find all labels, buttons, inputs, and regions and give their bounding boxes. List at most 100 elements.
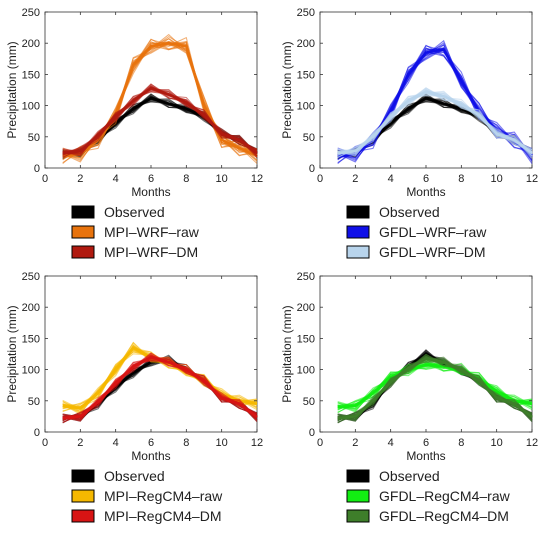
legend-label: Observed xyxy=(379,204,440,220)
x-tick-label: 8 xyxy=(458,437,464,449)
y-axis-label: Precipitation (mm) xyxy=(280,41,294,138)
x-tick-label: 6 xyxy=(148,437,154,449)
legend-label: MPI–WRF–DM xyxy=(104,244,198,260)
x-tick-label: 12 xyxy=(251,173,263,185)
y-axis-label: Precipitation (mm) xyxy=(5,41,19,138)
x-tick-label: 8 xyxy=(458,173,464,185)
y-tick-label: 250 xyxy=(297,7,315,19)
x-tick-label: 4 xyxy=(388,173,394,185)
y-tick-label: 100 xyxy=(297,101,315,113)
x-tick-label: 0 xyxy=(317,437,323,449)
chart-panel-4: 0 50 100 150 200 250 0 2 4 6 8 10 12 Months Precipitat… xyxy=(280,271,538,524)
chart-panel-1: 0 50 100 150 200 250 0 2 4 6 8 10 12 Months Precipitat… xyxy=(5,7,263,260)
ensemble-line xyxy=(62,358,258,422)
x-tick-label: 10 xyxy=(216,437,228,449)
y-tick-label: 50 xyxy=(303,396,315,408)
y-tick-label: 150 xyxy=(297,333,315,345)
legend-swatch xyxy=(346,489,370,503)
ensemble-line xyxy=(337,95,533,159)
y-tick-label: 0 xyxy=(34,163,40,175)
legend-label: Observed xyxy=(104,468,165,484)
series-3 xyxy=(62,352,258,424)
legend-label: MPI–RegCM4–raw xyxy=(104,488,223,504)
x-tick-label: 10 xyxy=(491,173,503,185)
ensemble-line xyxy=(62,94,258,158)
legend-swatch xyxy=(346,245,370,259)
ensemble-line xyxy=(62,360,258,424)
x-tick-label: 12 xyxy=(526,437,538,449)
x-tick-label: 8 xyxy=(183,437,189,449)
y-axis-label: Precipitation (mm) xyxy=(280,305,294,402)
y-tick-label: 50 xyxy=(303,132,315,144)
x-tick-label: 2 xyxy=(352,173,358,185)
legend-swatch xyxy=(346,205,370,219)
legend-swatch xyxy=(71,225,95,239)
y-tick-label: 200 xyxy=(297,302,315,314)
y-tick-label: 100 xyxy=(297,365,315,377)
ensemble-line xyxy=(62,361,258,423)
y-axis-label: Precipitation (mm) xyxy=(5,305,19,402)
y-tick-label: 150 xyxy=(297,69,315,81)
legend-swatch xyxy=(71,489,95,503)
ensemble-line xyxy=(62,100,258,157)
series-1 xyxy=(62,354,258,424)
legend: Observed GFDL–WRF–raw GFDL–WRF–DM xyxy=(346,204,487,260)
legend-label: GFDL–RegCM4–raw xyxy=(379,488,511,504)
legend-swatch xyxy=(71,205,95,219)
legend-label: GFDL–RegCM4–DM xyxy=(379,508,509,524)
chart-panel-3: 0 50 100 150 200 250 0 2 4 6 8 10 12 Months Precipitat… xyxy=(5,271,263,524)
x-tick-label: 0 xyxy=(317,173,323,185)
ensemble-line xyxy=(62,359,258,424)
x-tick-label: 4 xyxy=(113,437,119,449)
y-tick-label: 200 xyxy=(297,38,315,50)
series-3 xyxy=(337,87,533,159)
ensemble-line xyxy=(337,362,533,411)
ensemble-line xyxy=(62,101,258,160)
legend-label: MPI–WRF–raw xyxy=(104,224,200,240)
legend: Observed GFDL–RegCM4–raw GFDL–RegCM4–DM xyxy=(346,468,511,524)
x-tick-label: 6 xyxy=(423,437,429,449)
legend-label: Observed xyxy=(104,204,165,220)
series-3 xyxy=(62,83,258,159)
x-tick-label: 4 xyxy=(388,437,394,449)
legend: Observed MPI–RegCM4–raw MPI–RegCM4–DM xyxy=(71,468,223,524)
y-tick-label: 200 xyxy=(22,38,40,50)
series-line xyxy=(337,90,533,155)
y-tick-label: 0 xyxy=(34,427,40,439)
series-line xyxy=(337,357,533,420)
x-axis-label: Months xyxy=(406,449,445,463)
legend-swatch xyxy=(346,225,370,239)
ensemble-line xyxy=(337,94,533,158)
y-tick-label: 0 xyxy=(309,163,315,175)
ensemble-line xyxy=(62,360,258,422)
y-tick-label: 250 xyxy=(297,271,315,283)
x-tick-label: 4 xyxy=(113,173,119,185)
legend-label: GFDL–WRF–DM xyxy=(379,244,486,260)
x-axis-label: Months xyxy=(406,185,445,199)
x-tick-label: 2 xyxy=(352,437,358,449)
ensemble-line xyxy=(62,99,258,158)
legend: Observed MPI–WRF–raw MPI–WRF–DM xyxy=(71,204,200,260)
series-line xyxy=(337,363,533,409)
legend-swatch xyxy=(71,469,95,483)
legend-label: GFDL–WRF–raw xyxy=(379,224,487,240)
legend-label: Observed xyxy=(379,468,440,484)
y-tick-label: 50 xyxy=(28,132,40,144)
legend-swatch xyxy=(346,509,370,523)
y-tick-label: 150 xyxy=(22,69,40,81)
x-tick-label: 10 xyxy=(216,173,228,185)
y-tick-label: 200 xyxy=(22,302,40,314)
y-tick-label: 50 xyxy=(28,396,40,408)
x-tick-label: 8 xyxy=(183,173,189,185)
x-tick-label: 10 xyxy=(491,437,503,449)
legend-swatch xyxy=(71,245,95,259)
y-tick-label: 100 xyxy=(22,101,40,113)
y-tick-label: 150 xyxy=(22,333,40,345)
series-line xyxy=(62,355,258,420)
x-tick-label: 2 xyxy=(77,437,83,449)
x-tick-label: 12 xyxy=(526,173,538,185)
legend-swatch xyxy=(346,469,370,483)
x-axis-label: Months xyxy=(131,185,170,199)
ensemble-line xyxy=(337,364,533,411)
